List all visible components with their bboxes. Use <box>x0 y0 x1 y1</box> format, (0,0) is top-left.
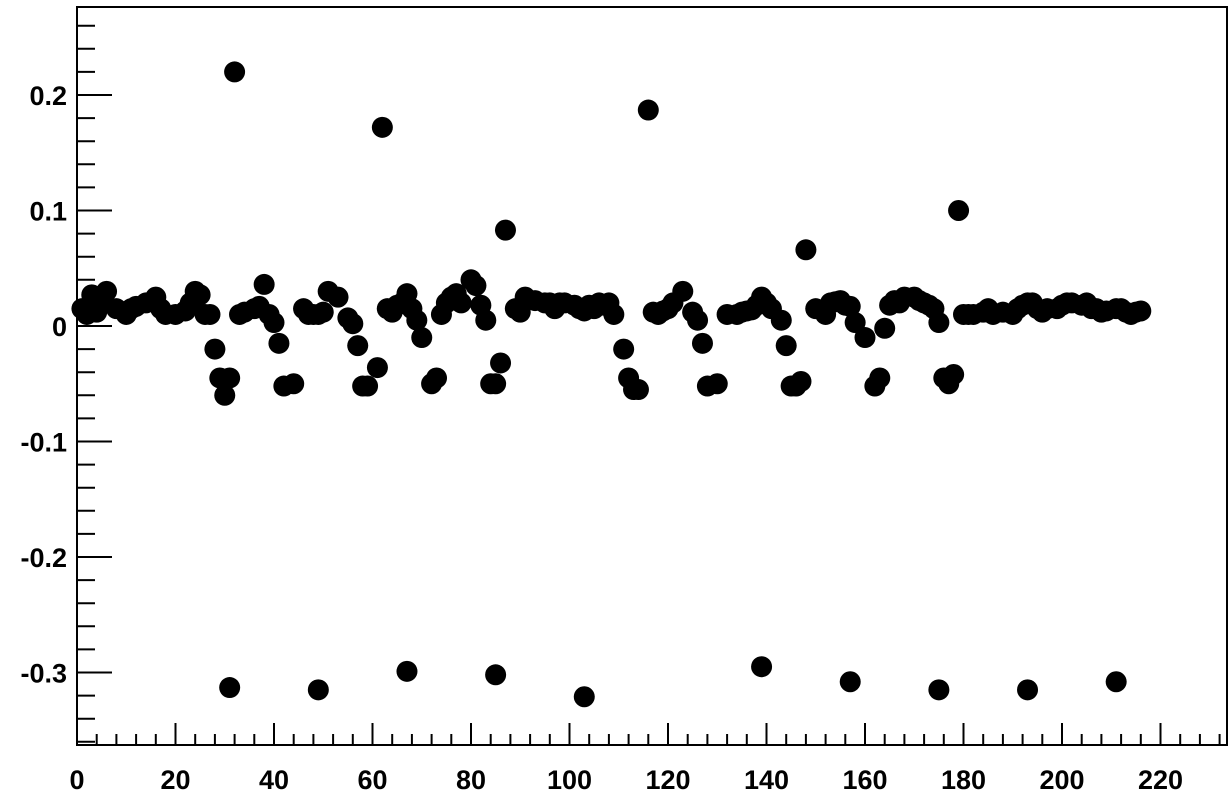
data-point <box>342 313 363 334</box>
x-tick-label: 140 <box>744 765 789 795</box>
data-point <box>190 284 211 305</box>
data-point <box>219 367 240 388</box>
data-point <box>372 117 393 138</box>
data-point <box>495 220 516 241</box>
data-point <box>603 304 624 325</box>
data-point <box>328 287 349 308</box>
tick-labels: 0 20 40 60 80 100 120 140 160 180 200 220 -0.3 -0.2 -0… <box>20 81 1183 795</box>
data-point <box>771 310 792 331</box>
data-point <box>874 318 895 339</box>
data-point <box>219 677 240 698</box>
x-tick-label: 160 <box>842 765 887 795</box>
data-point <box>199 304 220 325</box>
data-point <box>465 275 486 296</box>
x-tick-label: 0 <box>69 765 84 795</box>
data-point <box>692 333 713 354</box>
data-point <box>283 373 304 394</box>
data-point <box>687 310 708 331</box>
data-point <box>840 671 861 692</box>
y-tick-label: 0.1 <box>29 197 67 227</box>
data-point <box>490 352 511 373</box>
data-point <box>928 679 949 700</box>
x-tick-label: 220 <box>1138 765 1183 795</box>
data-point <box>254 274 275 295</box>
data-point <box>613 339 634 360</box>
data-point <box>943 364 964 385</box>
x-tick-label: 80 <box>456 765 486 795</box>
data-point <box>638 100 659 121</box>
data-point <box>751 656 772 677</box>
data-point <box>869 367 890 388</box>
data-point <box>485 373 506 394</box>
data-point <box>357 376 378 397</box>
data-point <box>1017 679 1038 700</box>
data-point <box>347 335 368 356</box>
data-point <box>672 281 693 302</box>
x-tick-label: 40 <box>259 765 289 795</box>
data-point <box>308 679 329 700</box>
data-point <box>1106 671 1127 692</box>
axis-ticks <box>77 26 1220 745</box>
data-point <box>313 302 334 323</box>
data-points <box>71 61 1151 707</box>
data-point <box>790 371 811 392</box>
data-point <box>855 327 876 348</box>
data-point <box>628 379 649 400</box>
x-tick-label: 100 <box>547 765 592 795</box>
y-tick-label: 0 <box>52 312 67 342</box>
x-tick-label: 20 <box>160 765 190 795</box>
data-point <box>948 200 969 221</box>
x-tick-label: 120 <box>645 765 690 795</box>
data-point <box>1130 300 1151 321</box>
y-tick-label: -0.2 <box>20 543 67 573</box>
data-point <box>574 686 595 707</box>
data-point <box>411 327 432 348</box>
y-tick-label: -0.1 <box>20 428 67 458</box>
data-point <box>485 664 506 685</box>
x-tick-label: 60 <box>357 765 387 795</box>
y-tick-label: 0.2 <box>29 81 67 111</box>
data-point <box>396 661 417 682</box>
y-tick-label: -0.3 <box>20 659 67 689</box>
data-point <box>475 310 496 331</box>
data-point <box>426 367 447 388</box>
data-point <box>268 333 289 354</box>
data-point <box>264 312 285 333</box>
data-point <box>451 292 472 313</box>
data-point <box>707 373 728 394</box>
data-point <box>224 61 245 82</box>
data-point <box>776 335 797 356</box>
data-point <box>204 339 225 360</box>
data-point <box>928 312 949 333</box>
x-tick-label: 180 <box>941 765 986 795</box>
data-point <box>795 239 816 260</box>
x-tick-label: 200 <box>1039 765 1084 795</box>
data-point <box>367 357 388 378</box>
